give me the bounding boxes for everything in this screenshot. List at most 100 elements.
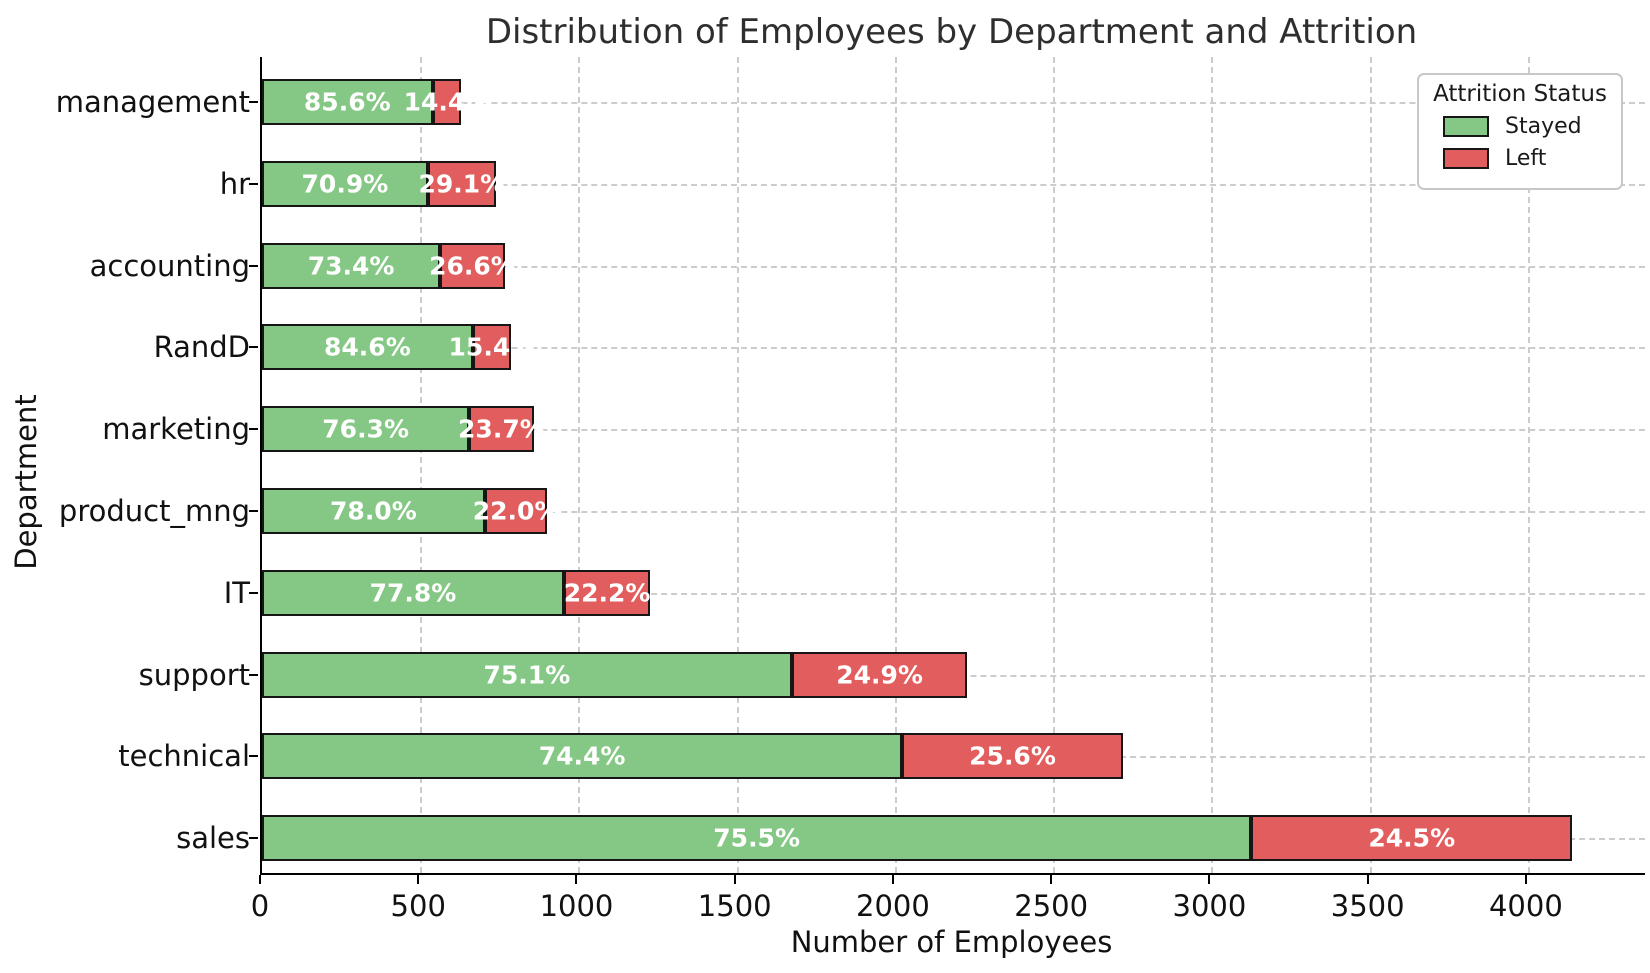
x-tick-label-2000: 2000	[856, 889, 930, 923]
gridline-horizontal	[262, 592, 1645, 595]
x-tick-mark	[891, 875, 894, 884]
gridline-horizontal	[262, 429, 1645, 432]
x-tick-label-1500: 1500	[697, 889, 772, 923]
y-tick-mark	[249, 428, 258, 431]
x-tick-label-2500: 2500	[1014, 889, 1089, 923]
bar-segment-stayed-management	[262, 79, 433, 125]
legend-swatch-left	[1443, 148, 1489, 169]
bar-label-left-sales: 24.5%	[1368, 823, 1456, 853]
bar-segment-left-RandD	[472, 324, 512, 371]
bar-label-left-product_mng: 22.0%	[472, 496, 560, 526]
bar-row-accounting	[262, 242, 505, 289]
bar-label-stayed-RandD: 84.6%	[324, 332, 411, 362]
bar-label-stayed-hr: 70.9%	[301, 169, 389, 199]
bar-label-left-marketing: 23.7%	[458, 414, 545, 444]
plot-area: 85.6% 14.4% 70.9% 29.1% 73.4% 26.6% 84.6% 15.4%…	[260, 57, 1645, 875]
x-tick-mark	[575, 875, 578, 884]
bar-row-support	[262, 651, 968, 698]
bar-label-left-RandD: 15.4%	[448, 332, 536, 362]
y-tick-label-RandD: RandD	[153, 330, 250, 365]
gridline-horizontal	[262, 102, 1645, 104]
y-tick-mark	[249, 346, 258, 349]
bar-segment-left-technical	[902, 733, 1123, 780]
gridline-vertical	[1053, 57, 1056, 873]
bar-segment-left-support	[791, 651, 968, 698]
x-tick-label-3500: 3500	[1330, 889, 1405, 923]
y-tick-mark	[249, 264, 258, 267]
y-tick-label-sales: sales	[176, 821, 250, 856]
x-tick-label-0: 0	[250, 889, 270, 923]
y-axis-label: Department	[9, 394, 43, 570]
bar-label-stayed-management: 85.6%	[303, 87, 391, 117]
x-tick-mark	[259, 875, 261, 884]
gridline-vertical	[1369, 57, 1372, 873]
bar-label-stayed-marketing: 76.3%	[322, 414, 410, 444]
bar-label-left-support: 24.9%	[836, 660, 923, 690]
bar-label-stayed-sales: 75.5%	[713, 823, 801, 853]
y-tick-label-IT: IT	[223, 575, 250, 610]
gridline-horizontal	[262, 183, 1645, 186]
bar-label-stayed-accounting: 73.4%	[307, 251, 395, 281]
bar-label-left-hr: 29.1%	[418, 169, 506, 199]
gridline-horizontal	[262, 347, 1645, 350]
bar-label-stayed-technical: 74.4%	[538, 741, 626, 771]
bar-segment-stayed-support	[262, 651, 792, 698]
y-tick-mark	[249, 755, 258, 758]
legend-item-left: Left	[1443, 146, 1621, 171]
bar-segment-stayed-technical	[262, 733, 903, 780]
bar-row-IT	[262, 569, 651, 616]
bar-segment-left-management	[432, 79, 462, 125]
bar-label-stayed-IT: 77.8%	[369, 578, 457, 608]
bar-label-stayed-support: 75.1%	[483, 660, 571, 690]
bar-row-hr	[262, 160, 496, 207]
y-tick-mark	[249, 837, 258, 840]
bar-label-stayed-product_mng: 78.0%	[330, 496, 417, 526]
x-tick-mark	[1208, 875, 1211, 884]
bar-segment-left-sales	[1251, 815, 1573, 862]
bar-segment-left-product_mng	[484, 488, 548, 534]
bar-segment-stayed-hr	[262, 160, 428, 207]
y-tick-label-accounting: accounting	[89, 248, 250, 283]
legend-item-stayed: Stayed	[1443, 114, 1621, 139]
legend: Attrition Status Stayed Left	[1417, 73, 1623, 190]
bar-row-management	[262, 79, 462, 125]
x-tick-label-500: 500	[390, 889, 446, 923]
bar-segment-stayed-product_mng	[262, 488, 485, 534]
y-tick-label-support: support	[138, 657, 250, 692]
x-tick-label-1000: 1000	[539, 889, 614, 923]
legend-swatch-stayed	[1443, 116, 1489, 137]
bar-row-technical	[262, 733, 1123, 780]
bar-label-left-IT: 22.2%	[563, 578, 651, 608]
y-tick-mark	[249, 101, 258, 103]
y-tick-mark	[249, 591, 258, 594]
legend-label-stayed: Stayed	[1505, 114, 1582, 139]
gridline-horizontal	[262, 511, 1645, 513]
gridline-vertical	[420, 57, 423, 873]
bar-row-marketing	[262, 406, 534, 453]
x-axis-label: Number of Employees	[790, 925, 1113, 959]
x-tick-mark	[1366, 875, 1369, 884]
gridline-vertical	[894, 57, 897, 873]
bar-row-product_mng	[262, 488, 548, 534]
legend-title: Attrition Status	[1433, 81, 1607, 107]
bar-segment-stayed-IT	[262, 569, 564, 616]
bar-label-left-management: 14.4%	[403, 87, 491, 117]
chart-title: Distribution of Employees by Department …	[485, 12, 1418, 52]
x-tick-label-3000: 3000	[1172, 889, 1247, 923]
gridline-horizontal	[262, 265, 1645, 268]
y-tick-label-hr: hr	[219, 166, 250, 201]
y-tick-label-technical: technical	[118, 739, 250, 774]
y-tick-mark	[249, 182, 258, 185]
bar-segment-stayed-sales	[262, 815, 1252, 862]
gridline-vertical	[736, 57, 739, 873]
bar-row-sales	[262, 815, 1573, 862]
y-tick-label-product_mng: product_mng	[58, 494, 250, 528]
bar-label-left-technical: 25.6%	[969, 741, 1056, 771]
bar-segment-stayed-accounting	[262, 242, 441, 289]
legend-items: Stayed Left	[1419, 114, 1621, 171]
gridline-vertical	[578, 57, 581, 873]
y-tick-mark	[249, 510, 258, 512]
bar-segment-stayed-marketing	[262, 406, 470, 453]
bar-label-left-accounting: 26.6%	[429, 251, 516, 281]
